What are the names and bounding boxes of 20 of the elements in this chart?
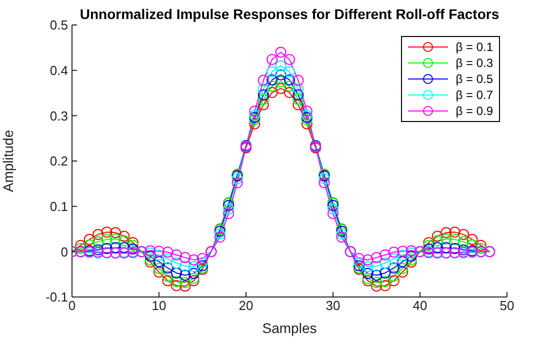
legend-label: β = 0.5 — [456, 72, 493, 86]
legend-label: β = 0.9 — [456, 104, 493, 118]
y-tick-label: 0.2 — [50, 154, 68, 169]
y-tick-label: 0.1 — [50, 198, 68, 214]
x-tick-label: 20 — [238, 298, 254, 314]
y-tick-label: -0.1 — [46, 290, 68, 305]
x-tick-label: 10 — [152, 298, 166, 314]
y-tick-label: 0.5 — [50, 18, 68, 33]
y-axis-title: Amplitude — [0, 130, 16, 192]
x-tick-label: 40 — [412, 298, 428, 314]
y-tick-label: 0.3 — [50, 108, 68, 124]
y-tick-label: 0.4 — [50, 62, 68, 78]
y-tick-label: 0 — [60, 244, 68, 260]
x-tick-label: 50 — [500, 298, 514, 314]
legend-label: β = 0.7 — [456, 88, 493, 102]
x-axis-title: Samples — [262, 320, 317, 336]
legend-label: β = 0.3 — [456, 56, 493, 70]
x-tick-label: 30 — [326, 298, 340, 314]
chart-title: Unnormalized Impulse Responses for Different Roll-off Factors — [78, 6, 500, 22]
legend-label: β = 0.1 — [456, 40, 493, 54]
